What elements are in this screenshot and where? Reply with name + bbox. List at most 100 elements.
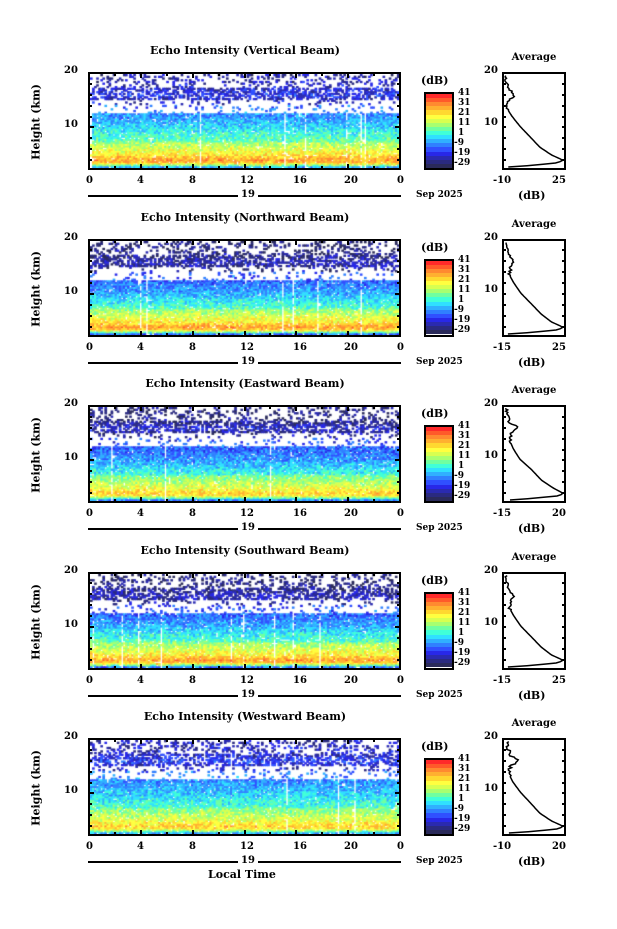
colorbar-swatch	[426, 646, 452, 652]
average-y-tick-label: 20	[484, 65, 498, 76]
x-tick	[113, 499, 116, 503]
x-tick	[373, 499, 376, 503]
x-tick	[191, 571, 194, 578]
y-tick	[88, 593, 92, 596]
avg-y-tick	[502, 238, 506, 241]
colorbar-swatch	[426, 431, 452, 436]
colorbar-swatch	[426, 496, 452, 501]
average-y-tick-label: 20	[484, 564, 498, 576]
x-tick	[373, 166, 376, 170]
x-tick	[347, 238, 350, 245]
x-tick	[399, 330, 401, 337]
y-tick	[88, 260, 92, 263]
x-tick-label: 0	[397, 508, 404, 519]
y-tick-label: 20	[64, 65, 78, 76]
colorbar-swatch	[426, 268, 452, 273]
x-tick	[269, 166, 272, 170]
x-tick	[347, 497, 350, 503]
y-tick	[88, 582, 92, 585]
x-tick	[269, 665, 272, 670]
y-tick	[88, 792, 94, 795]
y-tick	[395, 625, 401, 628]
x-tick	[347, 330, 350, 337]
x-tick	[399, 238, 401, 245]
colorbar-swatch	[426, 143, 452, 148]
date-day-label: 19	[238, 522, 258, 533]
x-tick-label: 0	[397, 175, 404, 186]
avg-y-tick	[562, 738, 566, 740]
panel-title: Echo Intensity (Northward Beam)	[140, 210, 350, 224]
average-profile-svg	[505, 242, 564, 335]
y-tick	[397, 426, 401, 429]
y-tick	[88, 271, 92, 274]
colorbar-tick-label: -9	[454, 304, 464, 315]
avg-y-tick	[502, 104, 506, 107]
colorbar-swatch	[426, 760, 452, 765]
y-tick-label: 20	[64, 398, 78, 409]
avg-y-tick	[502, 770, 506, 773]
x-tick	[113, 571, 116, 576]
x-tick-label: 8	[189, 674, 196, 686]
avg-y-tick	[502, 93, 506, 96]
colorbar-swatch	[426, 126, 452, 131]
y-tick	[88, 159, 92, 162]
x-tick	[191, 497, 194, 503]
colorbar-swatch	[426, 309, 452, 314]
average-title: Average	[511, 218, 557, 230]
y-tick	[397, 137, 401, 140]
heatmap-plot	[88, 571, 401, 670]
echo-panel: Echo Intensity (Eastward Beam) Height (km…	[0, 375, 617, 541]
x-tick	[191, 405, 194, 411]
x-tick	[321, 738, 324, 742]
colorbar-swatch	[426, 439, 452, 444]
x-tick	[191, 738, 194, 744]
average-x-tick-label: 20	[552, 841, 566, 852]
avg-y-tick	[502, 658, 506, 661]
colorbar-swatch	[426, 801, 452, 806]
colorbar-tick-label: 1	[458, 294, 465, 305]
colorbar-tick-label: 31	[458, 431, 471, 441]
y-tick	[88, 803, 92, 806]
avg-y-tick	[562, 126, 566, 129]
x-tick-label: 12	[240, 674, 254, 686]
colorbar-swatch	[426, 634, 452, 639]
colorbar-swatch	[426, 451, 452, 456]
colorbar-swatch	[426, 605, 452, 610]
x-tick	[217, 665, 220, 670]
colorbar-swatch	[426, 443, 452, 448]
avg-y-tick	[502, 647, 506, 650]
y-tick	[397, 636, 401, 639]
y-axis-label: Height (km)	[29, 750, 43, 826]
colorbar-swatch	[426, 601, 452, 606]
heatmap-plot	[88, 72, 401, 170]
average-x-label: (dB)	[518, 855, 546, 868]
avg-y-tick	[562, 115, 566, 118]
colorbar-swatch	[426, 597, 452, 602]
x-tick	[321, 832, 324, 836]
average-y-tick-label: 10	[484, 783, 498, 794]
colorbar-swatch	[426, 94, 452, 99]
x-tick	[269, 832, 272, 836]
y-tick	[395, 459, 401, 462]
avg-y-tick	[562, 593, 566, 596]
y-tick	[88, 82, 92, 85]
colorbar-swatch	[426, 488, 452, 493]
x-tick-label: 0	[86, 508, 93, 519]
colorbar-swatch	[426, 809, 452, 814]
average-profile-plot	[502, 571, 566, 670]
x-tick	[269, 571, 272, 576]
x-tick	[243, 405, 246, 411]
colorbar-tick-label: 1	[458, 794, 465, 804]
colorbar-label: (dB)	[421, 74, 449, 87]
y-tick	[395, 292, 401, 295]
average-x-label: (dB)	[518, 688, 546, 702]
echo-panel: Echo Intensity (Northward Beam) Height (k…	[0, 209, 617, 375]
x-tick	[347, 663, 350, 670]
x-tick	[88, 497, 90, 503]
x-tick	[165, 738, 168, 742]
x-tick	[243, 497, 246, 503]
x-tick	[347, 405, 350, 411]
avg-y-tick	[562, 249, 566, 252]
y-tick	[397, 325, 401, 328]
y-tick	[397, 582, 401, 585]
